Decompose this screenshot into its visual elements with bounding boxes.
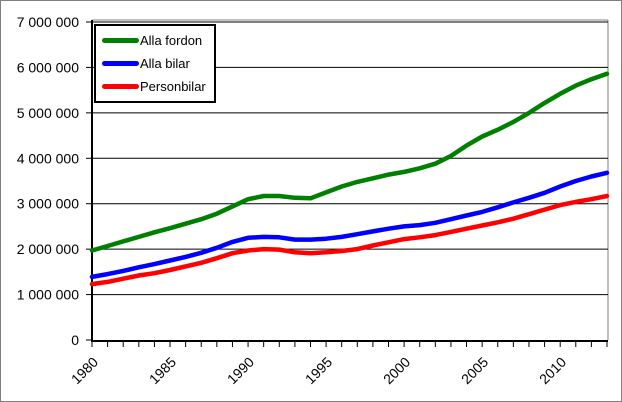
- x-tick-label-1995: 1995: [302, 354, 335, 387]
- y-tick-label: 2 000 000: [17, 241, 79, 257]
- series-line-personbilar: [89, 193, 610, 287]
- legend-label-alla-bilar: Alla bilar: [140, 56, 190, 71]
- x-tick-label-2005: 2005: [458, 354, 491, 387]
- legend-swatch-personbilar: [102, 84, 139, 89]
- legend-label-alla-fordon: Alla fordon: [140, 33, 203, 48]
- x-tick-label-2000: 2000: [380, 354, 413, 387]
- legend-swatch-alla-bilar: [102, 61, 139, 66]
- series-lines: [89, 71, 610, 287]
- y-tick-label: 4 000 000: [17, 150, 79, 166]
- x-axis: 1980 1985 1990 1995 2000 2005 2010: [68, 340, 608, 387]
- y-tick-label: 5 000 000: [17, 105, 79, 121]
- x-tick-label-2010: 2010: [536, 354, 569, 387]
- legend-item-alla-bilar: Alla bilar: [102, 57, 210, 70]
- x-tick-label-1980: 1980: [68, 354, 101, 387]
- x-tick-label-1985: 1985: [146, 354, 179, 387]
- y-tick-label: 1 000 000: [17, 287, 79, 303]
- legend: Alla fordon Alla bilar Personbilar: [94, 24, 216, 103]
- y-tick-label: 6 000 000: [17, 59, 79, 75]
- legend-swatch-alla-fordon: [102, 38, 139, 43]
- y-axis: 0 1 000 000 2 000 000 3 000 000 4 000 000 5 0…: [17, 14, 93, 348]
- legend-label-personbilar: Personbilar: [140, 79, 206, 94]
- legend-item-alla-fordon: Alla fordon: [102, 34, 210, 47]
- series-line-alla-fordon: [89, 71, 610, 253]
- y-tick-label: 7 000 000: [17, 14, 79, 30]
- legend-item-personbilar: Personbilar: [102, 80, 210, 93]
- gridlines: [92, 21, 608, 296]
- series-line-alla-bilar: [89, 170, 610, 280]
- x-tick-label-1990: 1990: [224, 354, 257, 387]
- y-tick-label: 0: [71, 332, 79, 348]
- y-tick-label: 3 000 000: [17, 196, 79, 212]
